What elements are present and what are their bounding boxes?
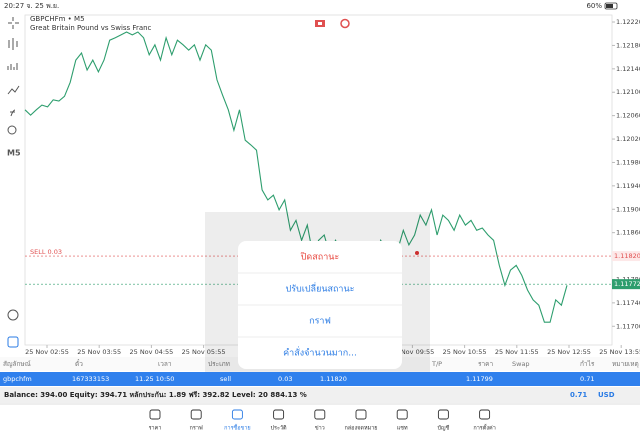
zoom-tool[interactable]	[7, 309, 19, 321]
table-cell: 11.25 10:50	[135, 375, 174, 383]
tab-icon[interactable]	[273, 409, 285, 420]
tab-label[interactable]: กล่องจดหมาย	[344, 426, 377, 432]
crosshair-tool[interactable]	[8, 17, 19, 29]
table-header-cell: Swap	[512, 360, 530, 368]
balance-currency: USD	[598, 391, 615, 399]
toolbar	[7, 17, 20, 348]
tab-icon[interactable]	[396, 409, 408, 420]
table-cell: 0.03	[278, 375, 292, 383]
tab-label[interactable]: การซื้อขาย	[224, 424, 250, 432]
table-header-cell: สัญลักษณ์	[3, 360, 31, 368]
trade-marker	[415, 251, 419, 255]
table-header-cell: ประเภท	[208, 360, 230, 368]
y-tick-label: 1.11740	[616, 299, 640, 307]
x-tick-label: 25 Nov 13:55	[599, 348, 640, 356]
y-tick-label: 1.12180	[616, 41, 640, 49]
y-tick-label: 1.12060	[616, 112, 640, 120]
table-cell: 167333153	[72, 375, 109, 383]
flag-icon-cross	[318, 22, 322, 25]
table-cell: 1.11799	[466, 375, 493, 383]
x-tick-label: 25 Nov 04:55	[129, 348, 173, 356]
popup-item[interactable]: ปรับเปลี่ยนสถานะ	[286, 282, 355, 295]
tab-label[interactable]: บัญชี	[437, 425, 449, 432]
y-tick-label: 1.11700	[616, 322, 640, 330]
tab-label[interactable]: แชท	[397, 425, 408, 432]
y-tick-label: 1.12020	[616, 135, 640, 143]
tab-label[interactable]: การตั้งค่า	[473, 424, 495, 432]
battery-icon	[604, 2, 618, 10]
balance-bg	[0, 387, 640, 403]
y-tick-label: 1.11860	[616, 229, 640, 237]
status-time: 20:27 จ. 25 พ.ย.	[4, 2, 59, 10]
line-tool[interactable]	[7, 85, 20, 95]
chart-subtitle: Great Britain Pound vs Swiss Franc	[30, 24, 152, 32]
tab-icon[interactable]	[314, 409, 326, 420]
tab-bar: ราคา กราฟ การซื้อขาย ประวัติ ข่าว กล่องจดหมาย…	[149, 409, 496, 432]
x-tick-label: 25 Nov 02:55	[25, 348, 69, 356]
x-tick-label: 25 Nov 03:55	[77, 348, 121, 356]
y-tick-label: 1.11900	[616, 205, 640, 213]
table-cell: 0.71	[580, 375, 594, 383]
table-header-cell: ราคา	[478, 360, 493, 368]
objects-tool[interactable]	[7, 125, 17, 135]
popup-item[interactable]: คำสั่งจำนวนมาก...	[283, 346, 357, 359]
table-cell: gbpchfm	[3, 375, 32, 383]
tab-icon[interactable]	[437, 409, 449, 420]
function-tool[interactable]	[10, 109, 16, 117]
table-row-bg[interactable]	[0, 372, 640, 386]
balance-profit: 0.71	[570, 391, 587, 399]
table-header-cell: เวลา	[158, 360, 172, 368]
tab-icon[interactable]	[190, 409, 202, 420]
tab-label[interactable]: ราคา	[149, 426, 162, 432]
y-tick-label: 1.12140	[616, 65, 640, 73]
sell-price-label: 1.11820	[614, 252, 640, 260]
x-tick-label: 25 Nov 09:55	[390, 348, 434, 356]
chart-title: GBPCHFm • M5	[30, 15, 85, 23]
tab-label[interactable]: กราฟ	[190, 425, 203, 432]
y-tick-label: 1.12220	[616, 18, 640, 26]
tab-icon[interactable]	[479, 409, 491, 420]
tab-icon[interactable]	[231, 409, 243, 420]
table-cell: sell	[220, 375, 231, 383]
x-tick-label: 25 Nov 10:55	[443, 348, 487, 356]
trade-table: สัญลักษณ์ ตั๋ว เวลา ประเภท T/P ราคา Swap กำไร หม…	[0, 357, 640, 403]
current-price-box	[612, 279, 640, 290]
sell-label: SELL 0.03	[30, 248, 62, 256]
indicator-tool[interactable]	[8, 38, 18, 50]
battery-level	[606, 4, 613, 8]
x-tick-label: 25 Nov 11:55	[495, 348, 539, 356]
tab-icon[interactable]	[355, 409, 367, 420]
flag-icon-2	[340, 18, 350, 29]
battery: 60%	[586, 2, 602, 10]
table-header-cell: T/P	[431, 360, 442, 368]
bars-tool[interactable]	[7, 63, 18, 70]
timeframe[interactable]: M5	[7, 149, 21, 158]
table-header-cell: ตั๋ว	[75, 359, 83, 368]
popup-item[interactable]: กราฟ	[309, 317, 331, 327]
x-tick-label: 25 Nov 12:55	[547, 348, 591, 356]
sell-price-box	[612, 251, 640, 262]
tab-icon[interactable]	[149, 409, 161, 420]
y-tick-label: 1.11980	[616, 158, 640, 166]
popup-item[interactable]: ปิดสถานะ	[301, 252, 340, 263]
y-tick-label: 1.11940	[616, 182, 640, 190]
tab-label[interactable]: ประวัติ	[271, 425, 287, 432]
current-price-label: 1.11772	[614, 280, 640, 288]
price-line	[24, 31, 568, 323]
oneclick-tool[interactable]	[7, 336, 19, 348]
table-header-cell: กำไร	[580, 360, 595, 368]
x-tick-label: 25 Nov 05:55	[182, 348, 226, 356]
y-tick-label: 1.12100	[616, 88, 640, 96]
tab-label[interactable]: ข่าว	[315, 426, 325, 432]
chart: 1.12220 1.12180 1.12140 1.12100 1.12060 1.120…	[24, 18, 640, 356]
table-header-cell: หมายเหตุ	[612, 360, 639, 368]
popup-menu: ปิดสถานะปรับเปลี่ยนสถานะกราฟคำสั่งจำนวนม…	[238, 241, 402, 369]
table-cell: 1.11820	[320, 375, 347, 383]
balance-text: Balance: 394.00 Equity: 394.71 หลักประกั…	[4, 391, 307, 399]
